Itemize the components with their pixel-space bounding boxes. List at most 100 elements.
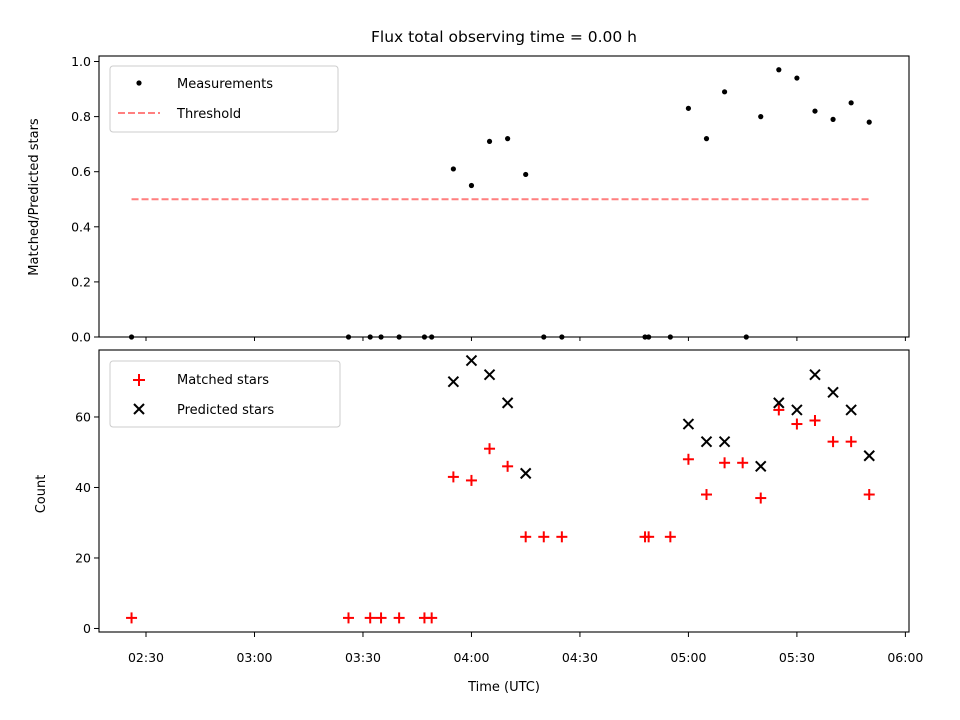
matched-star-point [737, 457, 749, 469]
predicted-star-point [718, 435, 731, 448]
top-plot-marks [128, 67, 872, 340]
x-axis-label: Time (UTC) [467, 680, 540, 695]
matched-star-point [364, 612, 376, 624]
measurement-point [646, 334, 652, 340]
measurement-point [758, 114, 764, 120]
legend-threshold-label: Threshold [176, 107, 241, 122]
top-y-tick-label: 0.2 [71, 274, 91, 289]
predicted-star-point [519, 467, 532, 480]
bottom-axes: 0 20 40 60 02:30 03:00 03:30 04:00 04:30 05:00 05… [34, 349, 923, 695]
measurement-point [794, 75, 800, 81]
top-legend: Measurements Threshold [109, 65, 339, 133]
top-y-tick-label: 0.4 [71, 219, 91, 234]
predicted-star-point [791, 404, 803, 416]
top-y-axis-label: Matched/Predicted stars [27, 118, 42, 276]
bottom-y-ticks: 0 20 40 60 [75, 409, 99, 636]
measurement-point [505, 136, 511, 142]
chart-title: Flux total observing time = 0.00 h [371, 28, 637, 46]
matched-star-point [701, 489, 712, 501]
predicted-star-point [773, 397, 785, 409]
top-legend-box [109, 65, 339, 133]
bottom-legend-box [109, 360, 341, 428]
measurement-point [830, 116, 836, 122]
measurement-point [396, 334, 402, 340]
bottom-x-tick-label: 02:30 [128, 650, 164, 665]
measurement-point [367, 334, 373, 340]
matched-star-point [343, 612, 355, 624]
measurement-point [848, 100, 854, 106]
matched-star-point [682, 453, 694, 465]
legend-predicted-marker [133, 403, 145, 415]
matched-star-point [375, 612, 387, 624]
bottom-y-tick-label: 60 [75, 409, 91, 424]
predicted-star-point [483, 368, 496, 381]
top-y-tick-label: 0.0 [71, 330, 91, 345]
measurement-point [866, 119, 872, 125]
legend-measurements-label: Measurements [177, 77, 273, 92]
measurement-point [468, 182, 475, 189]
matched-star-point [426, 612, 438, 624]
top-y-tick-label: 0.6 [71, 164, 91, 179]
predicted-star-point [700, 435, 713, 448]
bottom-y-tick-label: 40 [75, 480, 91, 495]
bottom-x-tick-label: 03:30 [345, 650, 381, 665]
bottom-y-tick-label: 20 [75, 550, 91, 565]
measurement-point [721, 89, 728, 95]
bottom-axes-frame [98, 349, 910, 633]
predicted-star-point [465, 354, 478, 367]
measurement-point [345, 334, 352, 340]
measurement-point [421, 334, 428, 340]
bottom-x-tick-label: 04:30 [562, 650, 598, 665]
matched-star-point [538, 531, 550, 543]
matched-star-point [773, 404, 785, 416]
top-y-ticks: 0.0 0.2 0.4 0.6 0.8 1.0 [71, 54, 99, 345]
matched-star-point [791, 418, 803, 430]
predicted-star-point [682, 418, 695, 430]
matched-star-point [484, 443, 496, 455]
predicted-star-point [501, 397, 514, 409]
matched-star-point [465, 474, 477, 486]
top-y-tick-label: 0.8 [71, 109, 91, 124]
bottom-legend: Matched stars Predicted stars [109, 360, 341, 428]
matched-star-point [643, 531, 655, 543]
bottom-x-tick-label: 05:00 [670, 650, 706, 665]
legend-measurements-marker [136, 80, 142, 86]
measurement-point [128, 334, 135, 340]
matched-star-point [809, 415, 821, 426]
bottom-x-tick-label: 06:00 [887, 650, 923, 665]
top-axes-frame [98, 55, 910, 338]
measurement-point [523, 171, 529, 178]
top-x-ticks [145, 337, 906, 341]
matched-star-point [393, 612, 405, 624]
measurement-point [667, 334, 673, 340]
measurement-point [812, 108, 818, 114]
predicted-star-point [755, 460, 767, 473]
matched-star-point [664, 531, 676, 543]
matched-star-point [502, 460, 514, 472]
legend-predicted-label: Predicted stars [177, 403, 274, 418]
measurement-point [776, 67, 782, 73]
measurement-point [486, 138, 493, 145]
matched-star-point [556, 531, 568, 543]
measurement-point [450, 166, 456, 172]
measurement-point [378, 334, 384, 340]
bottom-plot-marks [126, 354, 875, 624]
predicted-star-point [827, 386, 839, 399]
top-axes: 0.0 0.2 0.4 0.6 0.8 1.0 Matched/Predicted sta… [27, 54, 910, 345]
bottom-y-axis-label: Count [34, 475, 49, 514]
measurement-point [429, 334, 435, 340]
bottom-x-tick-label: 04:00 [453, 650, 489, 665]
measurement-point [703, 136, 710, 142]
bottom-x-ticks: 02:30 03:00 03:30 04:00 04:30 05:00 05:30 06:00 [128, 632, 923, 665]
bottom-x-tick-label: 05:30 [779, 650, 815, 665]
matched-star-point [719, 457, 731, 469]
legend-matched-marker [133, 374, 145, 386]
measurement-point [559, 334, 565, 340]
matched-star-point [755, 492, 767, 504]
matched-star-point [827, 436, 839, 448]
predicted-star-point [845, 404, 857, 416]
matched-star-point [520, 531, 532, 543]
measurement-point [743, 334, 749, 340]
measurement-point [685, 105, 692, 111]
